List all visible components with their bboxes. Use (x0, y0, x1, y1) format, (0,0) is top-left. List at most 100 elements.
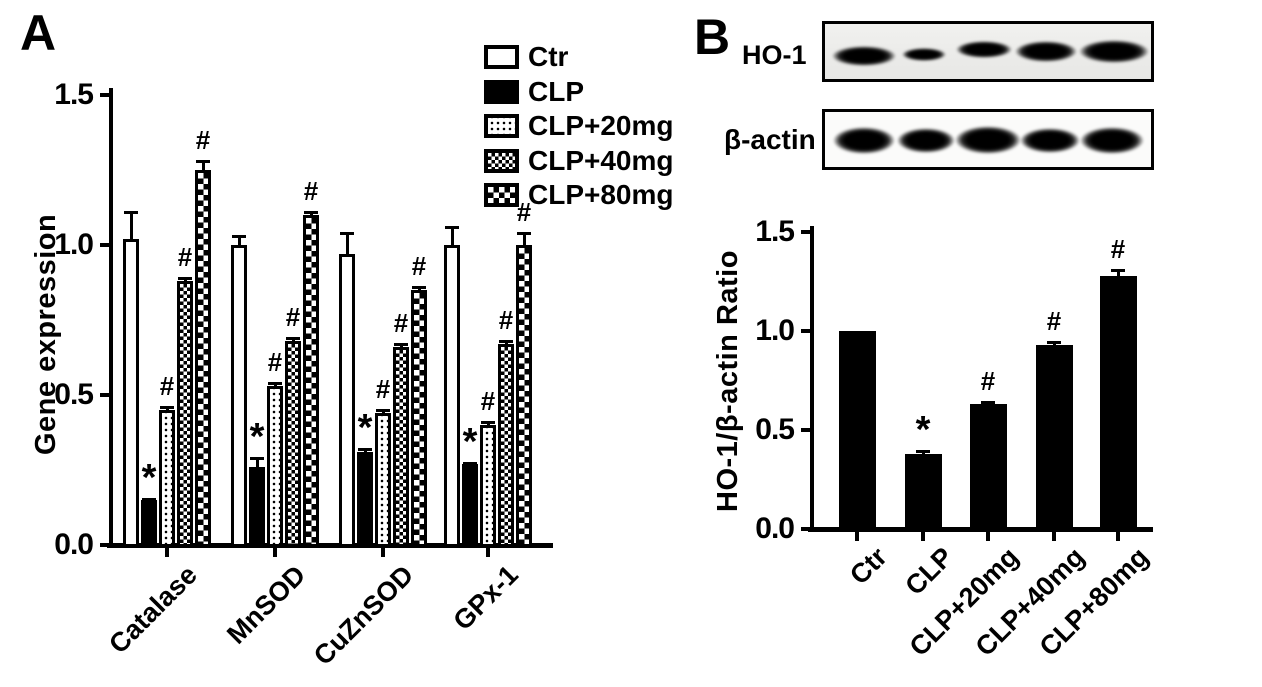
error-bar-cap (286, 337, 300, 340)
x-tick-label: Ctr (844, 541, 893, 591)
error-bar-cap (1047, 341, 1061, 345)
bar-MnSOD-CLP+20mg (266, 386, 284, 547)
x-axis-line (107, 543, 553, 548)
y-tick (801, 527, 810, 531)
bar-GPx-1-CLP+40mg (497, 344, 515, 547)
x-tick-label: Catalase (103, 559, 203, 660)
error-bar-cap (160, 406, 174, 409)
legend-swatch (484, 148, 519, 173)
error-bar-cap (981, 401, 995, 405)
blot-band-lane-2 (902, 47, 946, 61)
bar-CLP+40mg (1035, 344, 1073, 531)
significance-marker: # (375, 374, 391, 404)
bar-GPx-1-CLP+20mg (479, 425, 497, 547)
blot-band-lane-3 (956, 40, 1012, 58)
legend-item-CLP+20mg: CLP+20mg (484, 109, 674, 144)
blot-band-lane-2 (897, 127, 955, 153)
legend-swatch (484, 183, 519, 208)
significance-marker: * (141, 456, 157, 499)
x-tick (855, 532, 859, 541)
blot-band-lane-1 (832, 46, 896, 66)
error-bar (201, 161, 205, 170)
error-bar-cap (394, 343, 408, 346)
error-bar (1116, 269, 1120, 276)
x-tick (1116, 532, 1120, 541)
panel-a-label: A (20, 5, 57, 61)
error-bar-cap (376, 409, 390, 412)
error-bar-cap (142, 497, 156, 501)
bar-GPx-1-CLP+80mg (515, 245, 533, 547)
legend-label: CLP+20mg (528, 110, 674, 142)
bar-CuZnSOD-CLP (356, 452, 374, 547)
significance-marker: * (249, 416, 265, 458)
x-tick (986, 532, 990, 541)
error-bar-cap (499, 340, 513, 343)
blot-band-lane-1 (833, 126, 895, 154)
beta-actin-blot-label: β-actin (724, 124, 816, 155)
bar-GPx-1-CLP (461, 464, 479, 547)
ho1-ratio-y-axis-title: HO-1/β-actin Ratio (712, 250, 744, 512)
legend-swatch (484, 45, 519, 70)
y-tick-label: 0.5 (755, 413, 795, 446)
ho1-western-blot (822, 21, 1154, 82)
error-bar (450, 227, 454, 245)
bar-MnSOD-CLP+40mg (284, 341, 302, 547)
legend-label: CLP+40mg (528, 144, 674, 176)
blot-band-lane-3 (955, 126, 1021, 154)
significance-marker: # (159, 371, 175, 401)
bar-MnSOD-CLP+80mg (302, 215, 320, 547)
y-tick (100, 243, 109, 247)
y-tick-label: 0.5 (54, 378, 94, 411)
error-bar-cap (358, 448, 372, 451)
significance-marker: # (498, 305, 514, 335)
x-tick (486, 548, 490, 557)
legend-label: CLP+80mg (528, 179, 674, 211)
error-bar (255, 458, 259, 467)
blot-band-lane-4 (1020, 127, 1080, 153)
bar-MnSOD-Ctr (230, 245, 248, 547)
error-bar-cap (517, 232, 531, 235)
error-bar (129, 212, 133, 239)
y-tick (100, 393, 109, 397)
y-tick-label: 0.0 (755, 512, 795, 545)
beta-actin-western-blot (822, 109, 1154, 170)
significance-marker: # (980, 366, 996, 397)
y-tick-label: 0.0 (54, 528, 94, 561)
legend-item-CLP+40mg: CLP+40mg (484, 144, 674, 179)
significance-marker: # (267, 347, 283, 377)
bar-CLP+20mg (969, 404, 1007, 531)
error-bar-cap (196, 160, 210, 163)
error-bar-cap (232, 235, 246, 238)
significance-marker: # (177, 242, 193, 272)
legend-label: CLP (528, 75, 584, 107)
legend-swatch (484, 114, 519, 139)
significance-marker: * (357, 407, 373, 449)
error-bar-cap (1111, 268, 1125, 272)
significance-marker: # (516, 197, 532, 227)
bar-MnSOD-CLP (248, 467, 266, 547)
significance-marker: # (195, 125, 211, 155)
blot-band-lane-4 (1015, 40, 1077, 62)
error-bar-cap (340, 232, 354, 235)
legend-item-Ctr: Ctr (484, 40, 674, 75)
error-bar-cap (412, 286, 426, 289)
y-tick-label: 1.5 (755, 215, 795, 248)
bar-CuZnSOD-CLP+40mg (392, 347, 410, 547)
y-tick (100, 93, 109, 97)
significance-marker: # (1110, 233, 1126, 264)
y-tick (801, 428, 810, 432)
legend-label: Ctr (528, 41, 569, 73)
x-tick-label: MnSOD (220, 559, 311, 650)
bar-Catalase-CLP+20mg (158, 410, 176, 547)
legend: Ctr CLP CLP+20mg CLP+40mg CLP+80mg (484, 40, 674, 213)
error-bar-cap (463, 461, 477, 465)
bar-CuZnSOD-CLP+20mg (374, 413, 392, 547)
bar-Catalase-CLP+80mg (194, 170, 212, 547)
bar-Catalase-CLP (140, 500, 158, 547)
error-bar-cap (268, 382, 282, 385)
error-bar-cap (445, 226, 459, 229)
legend-swatch (484, 79, 519, 104)
bar-Catalase-Ctr (122, 239, 140, 547)
ho1-blot-label: HO-1 (742, 40, 807, 70)
blot-band-lane-5 (1079, 39, 1149, 63)
